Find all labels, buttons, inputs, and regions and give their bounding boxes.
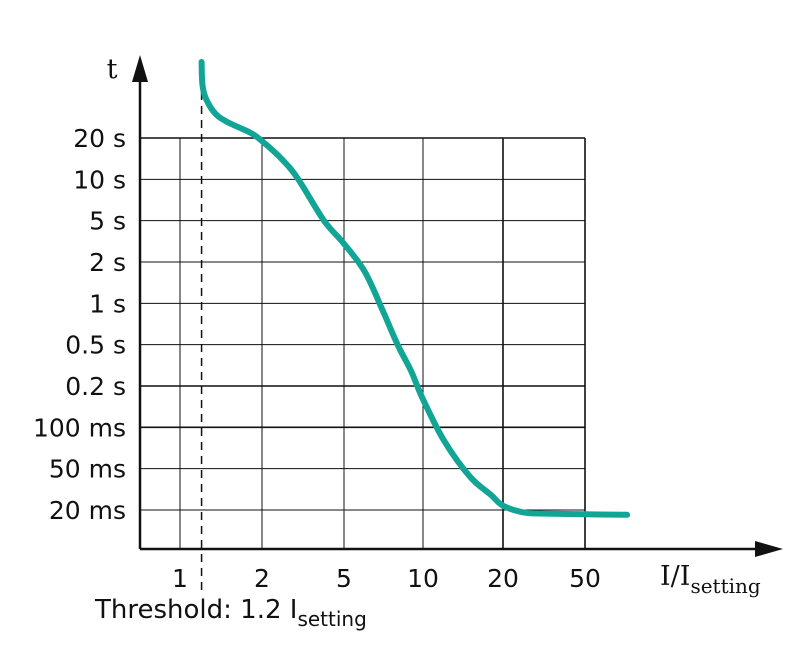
y-tick-label: 0.2 s [65, 372, 126, 401]
grid [140, 137, 586, 549]
x-axis-label: I/Isetting [660, 561, 761, 598]
y-tick-label: 1 s [89, 289, 126, 318]
y-tick-label: 2 s [89, 248, 126, 277]
y-tick-label: 20 s [73, 124, 126, 153]
y-tick-label: 0.5 s [65, 331, 126, 360]
x-tick-label: 2 [254, 564, 270, 593]
x-axis-arrow-icon [755, 541, 783, 557]
x-tick-label: 10 [407, 564, 439, 593]
x-tick-label: 1 [172, 564, 188, 593]
y-tick-label: 100 ms [33, 413, 126, 442]
y-axis-arrow-icon [132, 55, 148, 82]
y-tick-label: 50 ms [49, 455, 126, 484]
x-tick-label: 20 [487, 564, 519, 593]
axes [132, 55, 783, 557]
x-tick-label: 50 [569, 564, 601, 593]
threshold-annotation: Threshold: 1.2 Isetting [94, 595, 367, 631]
y-tick-labels: 20 s 10 s 5 s 2 s 1 s 0.5 s 0.2 s 100 ms 50 ms 20… [33, 124, 126, 525]
x-tick-labels: 1 2 5 10 20 50 [172, 564, 601, 593]
y-tick-label: 10 s [73, 165, 126, 194]
x-tick-label: 5 [336, 564, 352, 593]
trip-curve [198, 59, 631, 518]
y-tick-label: 20 ms [49, 496, 126, 525]
y-axis-label: t [107, 54, 118, 85]
y-tick-label: 5 s [89, 207, 126, 236]
